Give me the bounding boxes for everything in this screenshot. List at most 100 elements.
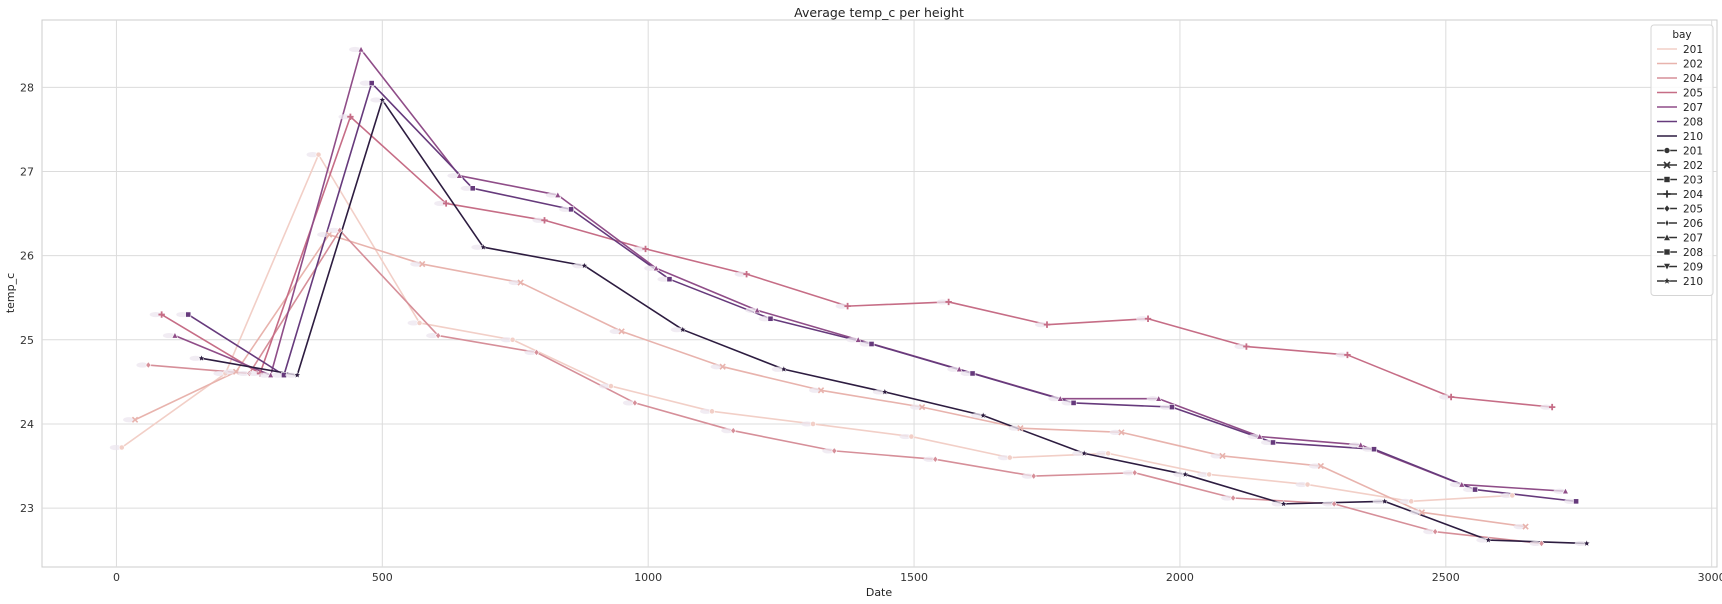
data-point-210 bbox=[580, 261, 589, 270]
data-point-208 bbox=[185, 311, 192, 318]
data-point-210 bbox=[678, 325, 687, 333]
legend-title: bay bbox=[1672, 29, 1691, 41]
data-point-201 bbox=[416, 320, 423, 326]
marker-shadow bbox=[1564, 498, 1577, 504]
data-point-201 bbox=[908, 433, 915, 440]
marker-shadow bbox=[745, 307, 758, 313]
marker-shadow bbox=[162, 332, 175, 339]
x-axis-ticks: 0 500 1000 1500 2000 2500 3000 bbox=[113, 571, 1722, 584]
data-point-204 bbox=[145, 361, 152, 369]
marker-shadow bbox=[434, 200, 447, 207]
marker-shadow bbox=[598, 383, 611, 389]
marker-shadow bbox=[1061, 400, 1074, 406]
marker-shadow bbox=[936, 299, 949, 305]
marker-shadow bbox=[258, 372, 271, 378]
legend-hue-label-210: 210 bbox=[1683, 131, 1703, 143]
legend-style-label-203: 203 bbox=[1683, 175, 1703, 187]
marker-shadow bbox=[846, 337, 859, 343]
data-point-202 bbox=[419, 260, 426, 268]
data-point-208 bbox=[767, 315, 774, 322]
marker-shadow bbox=[407, 320, 420, 326]
data-point-201 bbox=[709, 408, 715, 415]
data-point-202 bbox=[325, 231, 333, 238]
data-point-208 bbox=[1270, 439, 1276, 446]
data-point-210 bbox=[479, 243, 488, 251]
data-point-210 bbox=[1380, 497, 1389, 505]
marker-shadow bbox=[500, 337, 513, 343]
data-point-201 bbox=[1408, 498, 1415, 505]
data-point-204 bbox=[1230, 494, 1237, 502]
marker-shadow bbox=[960, 370, 973, 377]
data-point-204 bbox=[730, 426, 737, 435]
data-point-207 bbox=[455, 171, 463, 179]
data-point-210 bbox=[880, 387, 889, 396]
marker-shadow bbox=[1308, 463, 1321, 469]
marker-shadow bbox=[213, 370, 226, 377]
data-point-202 bbox=[131, 416, 139, 423]
marker-shadow bbox=[136, 362, 149, 368]
data-point-207 bbox=[753, 306, 761, 314]
marker-shadow bbox=[923, 456, 936, 462]
data-point-208 bbox=[1070, 399, 1077, 406]
data-point-205 bbox=[1447, 393, 1455, 401]
data-point-208 bbox=[368, 80, 375, 87]
legend-style-marker-208 bbox=[1663, 248, 1671, 256]
marker-shadow bbox=[176, 311, 189, 318]
data-point-205 bbox=[1344, 351, 1351, 359]
legend-style-marker-202 bbox=[1663, 161, 1671, 169]
data-point-204 bbox=[1432, 527, 1439, 536]
y-tick-label: 28 bbox=[20, 81, 34, 94]
marker-shadow bbox=[1409, 509, 1422, 515]
data-point-210 bbox=[1279, 499, 1288, 508]
data-point-205 bbox=[1144, 315, 1152, 322]
marker-shadow bbox=[248, 370, 261, 377]
data-point-208 bbox=[969, 370, 976, 377]
marker-shadow bbox=[1109, 429, 1122, 435]
data-point-205 bbox=[1243, 343, 1250, 350]
data-point-205 bbox=[158, 311, 165, 318]
data-point-204 bbox=[631, 399, 638, 407]
data-point-208 bbox=[666, 276, 673, 283]
marker-shadow bbox=[1234, 343, 1247, 350]
y-tick-label: 27 bbox=[20, 165, 34, 178]
marker-shadow bbox=[149, 311, 162, 318]
marker-shadow bbox=[1439, 394, 1452, 400]
data-point-210 bbox=[1484, 536, 1493, 544]
data-point-201 bbox=[1105, 450, 1112, 457]
y-tick-label: 24 bbox=[20, 418, 34, 431]
data-point-207 bbox=[955, 365, 963, 373]
data-point-207 bbox=[554, 191, 562, 198]
data-point-207 bbox=[1155, 394, 1163, 402]
marker-shadow bbox=[447, 173, 460, 179]
legend-style-marker-205 bbox=[1663, 204, 1671, 213]
marker-shadow bbox=[859, 341, 872, 347]
marker-shadow bbox=[271, 372, 284, 378]
data-point-201 bbox=[1304, 481, 1311, 488]
marker-shadow bbox=[835, 303, 848, 309]
legend-hue-label-201: 201 bbox=[1683, 44, 1703, 56]
data-point-205 bbox=[642, 245, 649, 253]
data-point-204 bbox=[1030, 472, 1037, 480]
marker-shadow bbox=[359, 80, 372, 86]
data-point-207 bbox=[171, 331, 179, 339]
marker-shadow bbox=[327, 227, 340, 233]
data-point-207 bbox=[1357, 441, 1365, 448]
marker-shadow bbox=[1247, 433, 1260, 440]
marker-shadow bbox=[644, 265, 657, 271]
y-axis-ticks: 23 24 25 26 27 28 bbox=[20, 81, 34, 515]
legend-style-label-209: 209 bbox=[1683, 262, 1703, 274]
data-point-201 bbox=[315, 151, 322, 158]
data-point-207 bbox=[1458, 480, 1466, 488]
marker-shadow bbox=[1540, 404, 1553, 410]
marker-shadow bbox=[1348, 442, 1361, 448]
marker-shadow bbox=[633, 246, 646, 252]
marker-shadow bbox=[1295, 481, 1308, 488]
data-point-205 bbox=[1548, 403, 1556, 411]
marker-shadow bbox=[910, 404, 923, 410]
data-point-202 bbox=[817, 387, 825, 394]
marker-shadow bbox=[109, 444, 122, 451]
data-point-205 bbox=[945, 298, 952, 306]
data-point-202 bbox=[1522, 523, 1529, 530]
marker-shadow bbox=[758, 316, 771, 322]
